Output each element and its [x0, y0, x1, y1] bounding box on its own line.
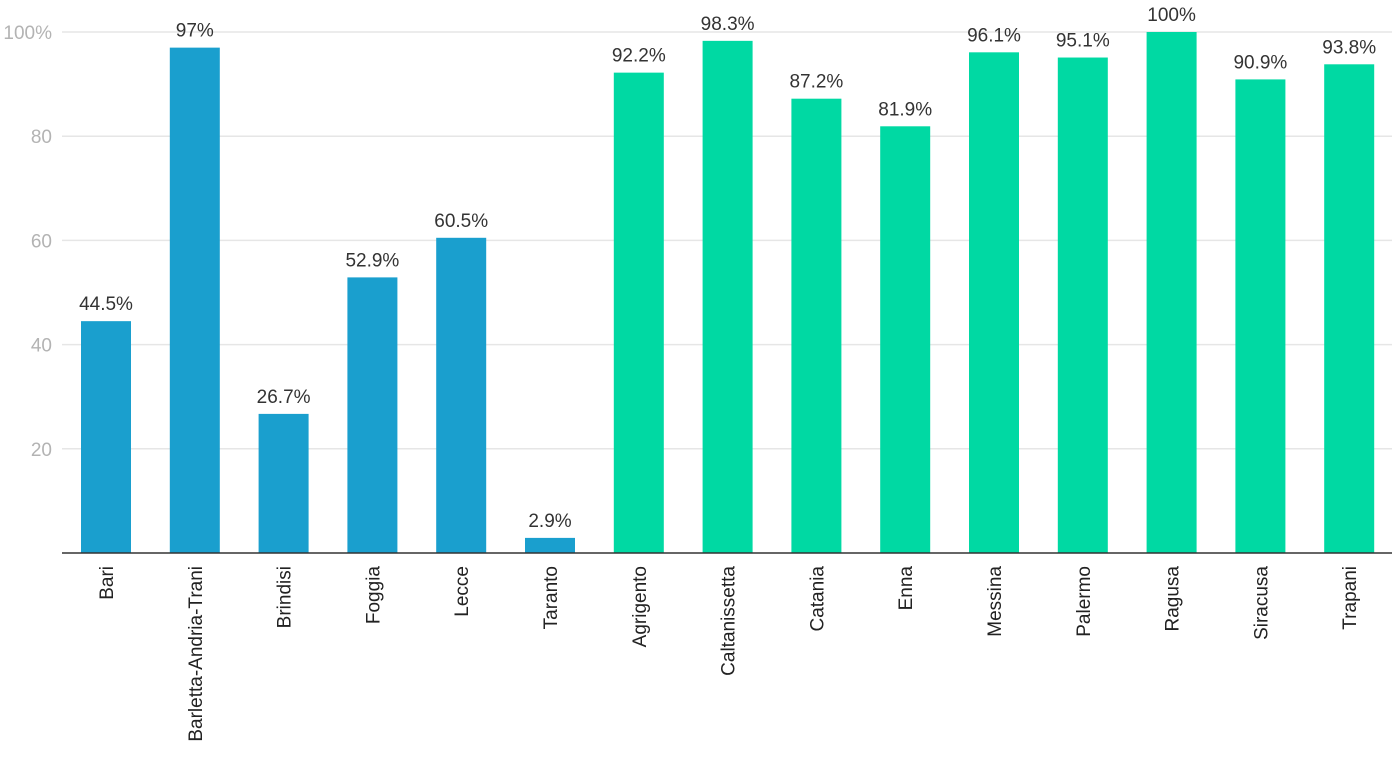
x-tick-label: Agrigento	[630, 566, 651, 647]
bar-barletta-andria-trani	[169, 47, 220, 553]
y-tick-label: 20	[31, 440, 52, 461]
bar-brindisi	[258, 413, 309, 553]
data-label: 26.7%	[257, 387, 311, 408]
x-tick-label: Catania	[807, 566, 828, 632]
data-label: 44.5%	[79, 294, 133, 315]
bar-catania	[791, 98, 842, 554]
data-label: 60.5%	[434, 211, 488, 232]
x-tick-label: Brindisi	[275, 566, 296, 628]
bar-lecce	[436, 237, 487, 554]
bar-bari	[81, 321, 131, 553]
x-tick-label: Messina	[985, 566, 1006, 637]
data-label: 52.9%	[345, 250, 399, 271]
data-label: 2.9%	[528, 511, 571, 532]
x-tick-label: Caltanissetta	[719, 566, 740, 676]
bar-enna	[880, 126, 931, 554]
data-label: 87.2%	[789, 72, 843, 93]
bar-foggia	[347, 277, 398, 553]
data-label: 98.3%	[701, 14, 755, 35]
data-label: 92.2%	[612, 46, 666, 67]
data-label: 97%	[176, 21, 214, 42]
data-label: 93.8%	[1322, 37, 1376, 58]
bar-trapani	[1324, 64, 1375, 553]
bar-messina	[969, 52, 1019, 553]
x-tick-label: Bari	[97, 566, 118, 600]
data-label: 81.9%	[878, 99, 932, 120]
bar-caltanissetta	[702, 40, 753, 554]
x-tick-label: Ragusa	[1163, 566, 1184, 632]
y-tick-label: 80	[31, 127, 52, 148]
y-tick-label: 40	[31, 336, 52, 357]
y-axis: 20 40 60 80 100%	[3, 23, 52, 461]
data-label: 96.1%	[967, 25, 1021, 46]
bars	[81, 32, 1375, 554]
bar-siracusa	[1235, 79, 1286, 553]
bar-palermo	[1057, 57, 1108, 554]
x-tick-label: Enna	[896, 566, 917, 611]
x-tick-label: Barletta-Andria-Trani	[186, 566, 207, 742]
data-label: 95.1%	[1056, 31, 1110, 52]
y-tick-label: 60	[31, 231, 52, 252]
data-labels: 44.5% 97% 26.7% 52.9% 60.5% 2.9% 92.2% 98.3% 87.…	[79, 5, 1376, 532]
data-label: 100%	[1147, 5, 1196, 26]
x-tick-label: Foggia	[363, 566, 384, 625]
bar-ragusa	[1146, 32, 1197, 553]
x-tick-label: Taranto	[541, 566, 562, 629]
x-tick-label: Lecce	[452, 566, 473, 617]
bar-taranto	[525, 537, 575, 553]
x-tick-label: Trapani	[1340, 566, 1361, 630]
data-label: 90.9%	[1233, 52, 1287, 73]
bar-agrigento	[613, 72, 664, 553]
x-tick-label: Siracusa	[1251, 566, 1272, 640]
y-tick-label: 100%	[3, 23, 52, 44]
x-tick-label: Palermo	[1074, 566, 1095, 637]
x-axis: Bari Barletta-Andria-Trani Brindisi Foggia L…	[62, 552, 1392, 742]
